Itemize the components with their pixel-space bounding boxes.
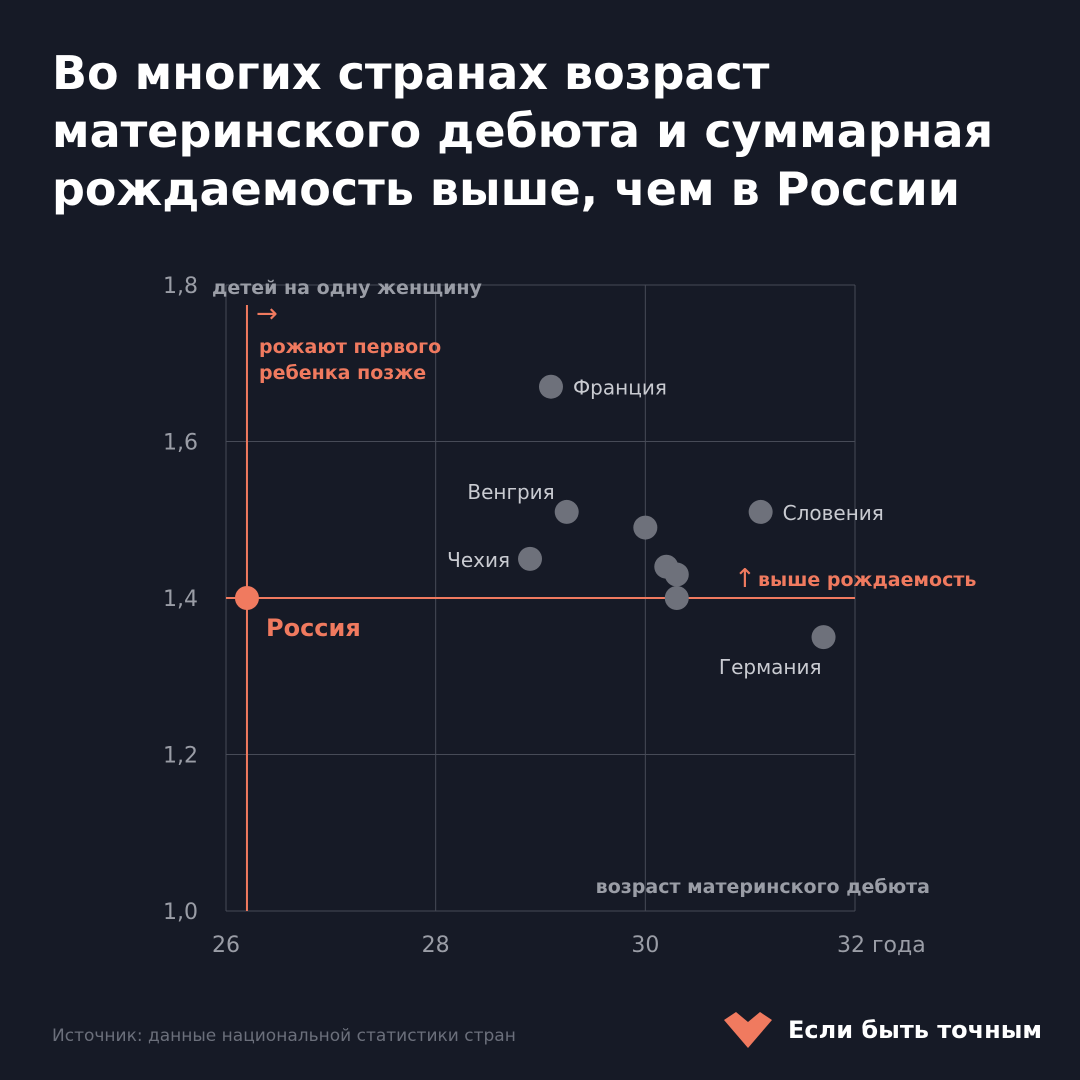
point-label: Германия [719, 655, 822, 679]
annotation-line: рожают первого [259, 336, 441, 358]
y-tick-label: 1,6 [163, 431, 198, 456]
x-tick-label: 32 года [837, 933, 926, 958]
point-label: Франция [573, 376, 667, 400]
x-tick-label: 28 [422, 933, 450, 958]
data-point [811, 625, 836, 650]
data-point [554, 499, 579, 524]
data-point [664, 586, 689, 610]
point-label: Венгрия [467, 480, 554, 504]
higher-fertility-annotation: выше рождаемость [758, 569, 976, 591]
highlight-point [234, 586, 259, 610]
x-axis-label: возраст материнского дебюта [596, 876, 930, 898]
point-label: Словения [783, 501, 884, 525]
up-arrow-annotation: ↑ [734, 564, 756, 594]
data-point [518, 546, 543, 571]
x-tick-label: 30 [631, 933, 659, 958]
source-note: Источник: данные национальной статистики… [52, 1026, 516, 1046]
data-point [633, 515, 658, 540]
y-tick-label: 1,2 [163, 744, 198, 769]
data-point [664, 562, 689, 587]
brand-name: Если быть точным [788, 1016, 1043, 1044]
page-title: Во многих странах возраст материнского д… [52, 46, 994, 216]
x-tick-label: 26 [212, 933, 240, 958]
data-point [538, 374, 563, 399]
point-label: Чехия [447, 548, 510, 572]
data-point [748, 499, 773, 524]
annotation-line: ребенка позже [259, 362, 426, 384]
brand: Если быть точным [722, 1010, 1042, 1050]
scatter-chart: 1,0 1,2 1,4 1,6 1,8 26 28 30 32 года детей на одн… [163, 274, 976, 958]
y-tick-label: 1,8 [163, 274, 198, 299]
y-axis-label: детей на одну женщину [212, 277, 483, 299]
right-arrow-annotation: → [256, 299, 278, 329]
y-tick-label: 1,0 [163, 900, 198, 925]
y-tick-label: 1,4 [163, 587, 198, 612]
highlight-label: Россия [266, 614, 361, 642]
brand-logo-icon [724, 1012, 772, 1048]
